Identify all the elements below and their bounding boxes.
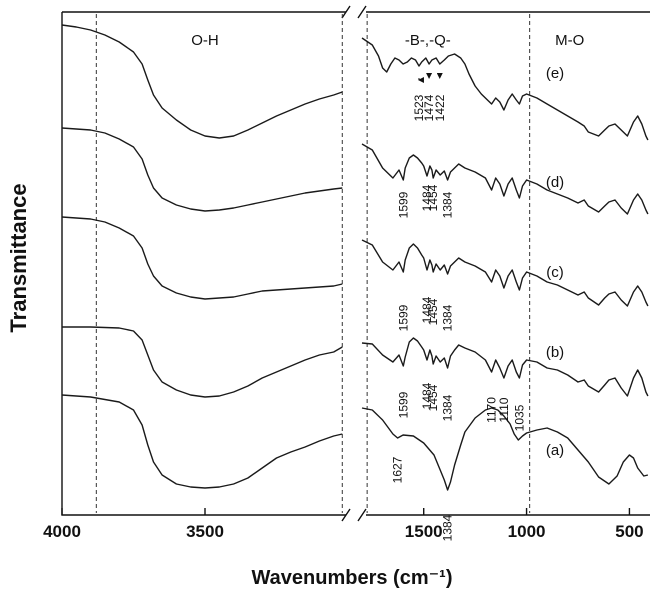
peak-label-11: 1599 xyxy=(396,391,410,418)
axis-break-top-0 xyxy=(341,5,351,19)
peak-label-7: 1599 xyxy=(396,304,410,331)
peak-label-19: 1384 xyxy=(441,514,455,541)
curve-label-e: (e) xyxy=(546,65,564,82)
peak-label-18: 1627 xyxy=(391,456,405,483)
spectrum-c-fingerprint-region xyxy=(361,239,649,307)
spectrum-a-oh-region xyxy=(61,394,343,489)
peak-label-0: 1523 xyxy=(412,94,426,121)
peak-label-6: 1384 xyxy=(441,191,455,218)
spectrum-a-fingerprint-region xyxy=(361,407,649,491)
spectrum-e-oh-region xyxy=(61,24,343,139)
curve-label-a: (a) xyxy=(546,442,564,459)
x-tick-label-4000: 4000 xyxy=(43,522,81,541)
curve-label-d: (d) xyxy=(546,174,564,191)
peak-label-4: 1484 xyxy=(420,184,434,211)
peak-label-12: 1484 xyxy=(420,382,434,409)
spectrum-b-fingerprint-region xyxy=(361,337,649,397)
axis-left-frame xyxy=(61,12,346,516)
axis-break-bottom-0 xyxy=(341,508,351,522)
peak-label-14: 1384 xyxy=(441,394,455,421)
spectrum-e-fingerprint-region xyxy=(361,37,649,141)
region-label-2: M-O xyxy=(555,32,584,49)
x-axis-title: Wavenumbers (cm⁻¹) xyxy=(252,567,453,589)
region-label-0: O-H xyxy=(191,32,219,49)
y-axis-title: Transmittance xyxy=(6,183,31,332)
peak-label-2: 1422 xyxy=(433,94,447,121)
spectrum-d-oh-region xyxy=(61,127,343,212)
peak-label-5: 1454 xyxy=(426,184,440,211)
x-axis-ticks: 4000 3500 1500 1000 500 xyxy=(43,508,644,541)
annotations: O-H -B-,-Q- M-O (e) (d) (c) (b) (a) 152314741422… xyxy=(191,32,584,541)
spectrum-b-oh-region xyxy=(62,326,343,398)
reference-lines xyxy=(95,14,531,513)
axis-break-bottom-1 xyxy=(357,508,367,522)
spectrum-c-oh-region xyxy=(61,216,343,300)
peak-label-3: 1599 xyxy=(396,191,410,218)
peak-label-17: 1035 xyxy=(512,404,526,431)
peak-label-16: 1110 xyxy=(497,397,511,422)
spectrum-d-fingerprint-region xyxy=(361,143,649,215)
peak-label-15: 1170 xyxy=(485,397,499,423)
x-tick-label-1000: 1000 xyxy=(508,522,546,541)
peak-label-1: 1474 xyxy=(422,94,436,121)
x-tick-label-500: 500 xyxy=(615,522,643,541)
peak-label-9: 1454 xyxy=(426,298,440,325)
axis-break-top-1 xyxy=(357,5,367,19)
curve-label-c: (c) xyxy=(546,264,564,281)
region-label-1: -B-,-Q- xyxy=(405,32,451,49)
peak-label-13: 1454 xyxy=(426,384,440,411)
spectra-curves xyxy=(61,24,649,491)
x-tick-label-1500: 1500 xyxy=(405,522,443,541)
peak-label-8: 1484 xyxy=(420,296,434,323)
peak-label-10: 1384 xyxy=(441,304,455,331)
curve-label-b: (b) xyxy=(546,344,564,361)
x-tick-label-3500: 3500 xyxy=(186,522,224,541)
